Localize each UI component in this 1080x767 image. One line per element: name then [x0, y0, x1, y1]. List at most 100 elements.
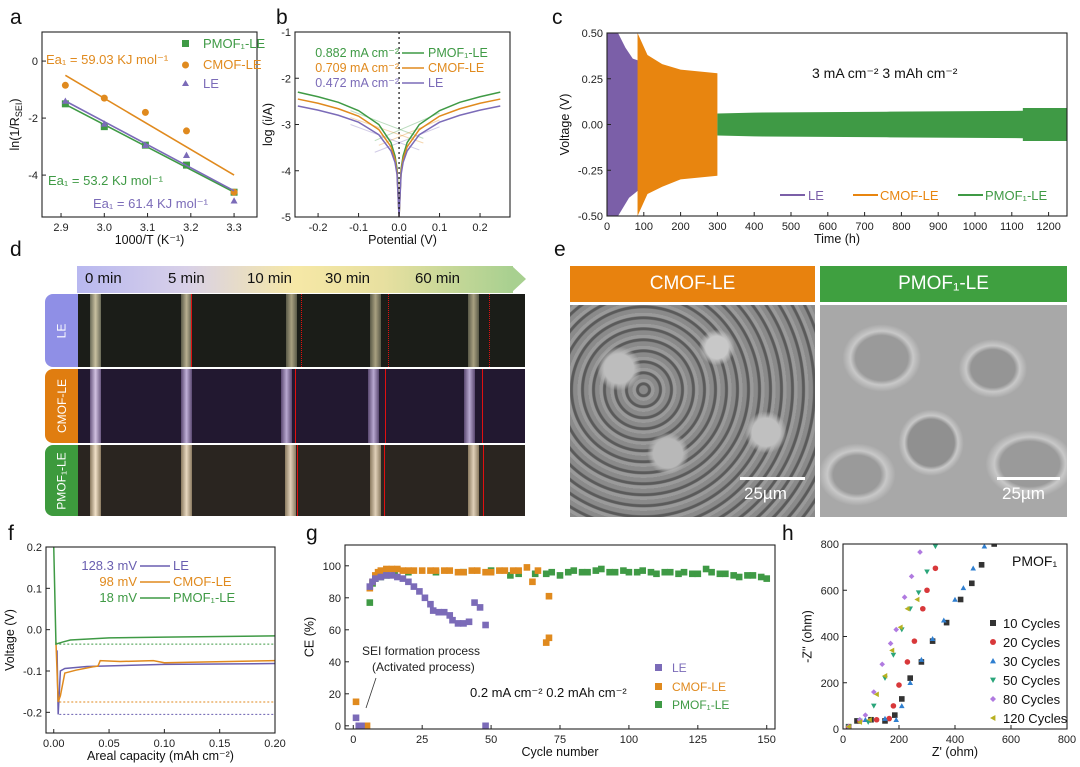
data-point — [924, 569, 930, 575]
data-point — [507, 572, 514, 579]
voltage-profile-band — [607, 33, 644, 216]
data-point — [100, 123, 108, 131]
data-point — [915, 590, 922, 596]
sem-title-text: PMOF₁-LE — [898, 273, 989, 294]
y-axis-label: -Z'' (ohm) — [801, 610, 815, 663]
y-tick-label: 0 — [32, 56, 38, 68]
legend-marker-triangle — [182, 80, 189, 86]
panel-letter-h: h — [782, 522, 794, 545]
x-tick-label: 75 — [554, 734, 566, 746]
tafel-fit-line — [378, 119, 440, 146]
data-point — [100, 120, 108, 127]
data-point — [929, 636, 936, 642]
data-point — [487, 568, 495, 576]
scale-bar-label: 25µm — [1002, 484, 1045, 503]
annotation-pointer — [365, 677, 377, 709]
row-tab-pmof: PMOF₁-LE — [45, 445, 78, 516]
data-point — [941, 617, 947, 623]
y-tick-label: 600 — [821, 585, 839, 597]
legend-marker — [655, 664, 662, 671]
data-point — [901, 594, 908, 600]
y-tick-label: 0.1 — [27, 583, 42, 595]
data-point — [730, 572, 737, 579]
x-tick-label: 1200 — [1036, 221, 1060, 233]
fit-line — [64, 103, 235, 193]
data-point — [689, 570, 696, 578]
y-tick-label: 400 — [821, 632, 839, 644]
y-tick-label: 200 — [821, 678, 839, 690]
data-point — [383, 565, 390, 573]
data-point — [182, 151, 190, 158]
fit-line — [64, 74, 235, 176]
x-tick-label: 700 — [855, 221, 873, 233]
x-tick-label: 800 — [892, 221, 910, 233]
data-point — [482, 621, 489, 629]
data-point — [598, 565, 605, 573]
data-point — [570, 567, 578, 574]
y-tick-label: -0.2 — [23, 707, 42, 719]
tafel-fit-line — [350, 110, 424, 139]
legend-label: PMOF₁-LE — [985, 188, 1047, 203]
x-tick-label: 2.9 — [53, 222, 68, 234]
optical-image-pmof — [78, 445, 525, 516]
data-point — [918, 656, 925, 662]
tafel-curve — [297, 98, 501, 217]
data-point — [416, 588, 423, 595]
data-point — [889, 647, 895, 654]
y-tick-label: 0.25 — [582, 74, 603, 86]
data-point — [879, 661, 885, 668]
data-point — [957, 596, 964, 603]
x-tick-label: 0.15 — [209, 738, 230, 750]
data-point — [446, 567, 454, 574]
data-point — [924, 587, 930, 594]
data-point — [960, 585, 967, 591]
data-point — [873, 691, 879, 698]
data-point — [675, 570, 682, 578]
panel-letter-c: c — [552, 6, 563, 29]
y-tick-label: -3 — [281, 120, 291, 132]
data-point — [556, 572, 564, 579]
y-tick-label: -0.1 — [23, 666, 42, 678]
x-tick-label: 600 — [1002, 734, 1020, 746]
y-axis-label: log (i/A) — [261, 103, 275, 146]
cycling-condition: 3 mA cm⁻² 3 mAh cm⁻² — [812, 65, 958, 81]
y-tick-label: -0.50 — [578, 211, 603, 223]
data-point — [914, 596, 920, 603]
data-point — [620, 567, 627, 574]
x-tick-label: 1100 — [1000, 221, 1024, 233]
data-point — [653, 570, 660, 578]
tafel-fit-line — [350, 117, 424, 144]
legend-label: CMOF-LE — [203, 57, 262, 72]
x-axis-label: Time (h) — [814, 232, 860, 246]
x-tick-label: 900 — [929, 221, 947, 233]
data-point — [873, 716, 880, 723]
data-point — [61, 81, 69, 89]
data-point — [358, 722, 365, 729]
x-axis-label: 1000/T (K⁻¹) — [115, 233, 185, 247]
data-point — [647, 568, 655, 576]
data-point — [625, 568, 633, 576]
data-point — [694, 570, 702, 578]
corrosion-current-cmof: 0.709 mA cm⁻² — [315, 61, 399, 75]
panel-letter-f: f — [8, 522, 14, 545]
data-point — [887, 640, 894, 647]
legend-label: LE — [428, 76, 443, 90]
data-point — [454, 568, 462, 576]
x-tick-label: 0 — [840, 734, 846, 746]
chart-panel-c: 0 100 200 300 400 500 600 700 800 900 1000 1100 1200… — [558, 28, 1068, 246]
y-tick-label: -4 — [28, 170, 38, 182]
data-point — [377, 567, 385, 574]
sem-title-text: CMOF-LE — [649, 273, 736, 294]
x-tick-label: 50 — [485, 734, 497, 746]
data-point — [501, 567, 509, 574]
x-tick-label: 3.3 — [226, 222, 241, 234]
x-tick-label: 0.0 — [391, 222, 406, 234]
sem-image-cmof — [570, 305, 815, 517]
data-point — [427, 567, 434, 574]
y-tick-label: 0.00 — [582, 120, 603, 132]
x-tick-label: 500 — [782, 221, 800, 233]
legend-label: CMOF-LE — [173, 574, 232, 589]
data-point — [363, 722, 371, 729]
data-point — [465, 618, 473, 626]
data-point — [990, 639, 996, 645]
